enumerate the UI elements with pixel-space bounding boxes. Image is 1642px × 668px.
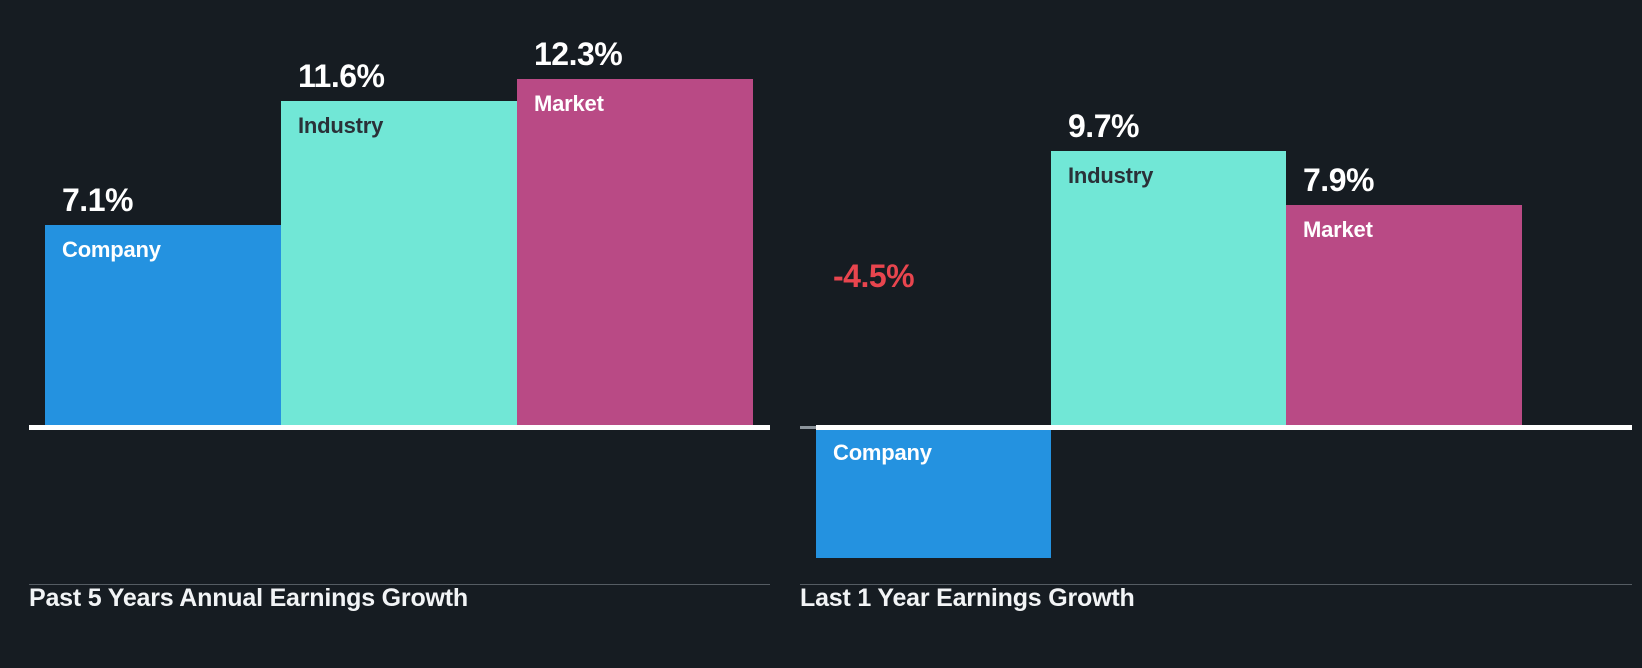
panel-past-5-years: 7.1% Company 11.6% Industry 12.3% Market… (0, 0, 790, 668)
bar-industry-past-5-years[interactable]: 11.6% Industry (281, 60, 517, 427)
zero-baseline-past-5-years (29, 425, 770, 430)
panel-title-last-1-year: Last 1 Year Earnings Growth (800, 584, 1135, 612)
bar-label-industry: Industry (1068, 163, 1154, 188)
bar-company-last-1-year[interactable]: -4.5% Company (816, 260, 1051, 558)
plot-area-last-1-year: -4.5% Company 9.7% Industry 7.9% Market (790, 0, 1642, 668)
bar-market-past-5-years[interactable]: 12.3% Market (517, 38, 753, 427)
footer-divider-past-5-years (29, 584, 770, 585)
bar-value-market: 12.3% (534, 36, 623, 72)
panel-title-past-5-years: Past 5 Years Annual Earnings Growth (29, 584, 468, 612)
bar-label-company: Company (62, 237, 161, 262)
bar-fill-company (816, 428, 1051, 558)
bar-label-market: Market (534, 91, 604, 116)
zero-baseline-last-1-year (816, 425, 1632, 430)
bar-value-market: 7.9% (1303, 162, 1374, 198)
bar-fill-company (45, 225, 281, 427)
bar-value-industry: 9.7% (1068, 108, 1139, 144)
bar-fill-market (517, 79, 753, 427)
panel-last-1-year: -4.5% Company 9.7% Industry 7.9% Market … (790, 0, 1642, 668)
bar-fill-industry (1051, 151, 1286, 427)
bar-label-company: Company (833, 440, 932, 465)
footer-divider-last-1-year (800, 584, 1632, 585)
plot-area-past-5-years: 7.1% Company 11.6% Industry 12.3% Market (0, 0, 790, 668)
bar-market-last-1-year[interactable]: 7.9% Market (1286, 164, 1522, 427)
bar-value-company: 7.1% (62, 182, 133, 218)
zero-tick-stub-last-1-year (800, 426, 822, 429)
bar-value-industry: 11.6% (298, 58, 385, 94)
bar-company-past-5-years[interactable]: 7.1% Company (45, 184, 281, 427)
bar-value-company: -4.5% (833, 258, 915, 294)
bar-fill-market (1286, 205, 1522, 427)
bar-fill-industry (281, 101, 517, 427)
bar-label-market: Market (1303, 217, 1373, 242)
bar-label-industry: Industry (298, 113, 384, 138)
bar-industry-last-1-year[interactable]: 9.7% Industry (1051, 110, 1286, 427)
